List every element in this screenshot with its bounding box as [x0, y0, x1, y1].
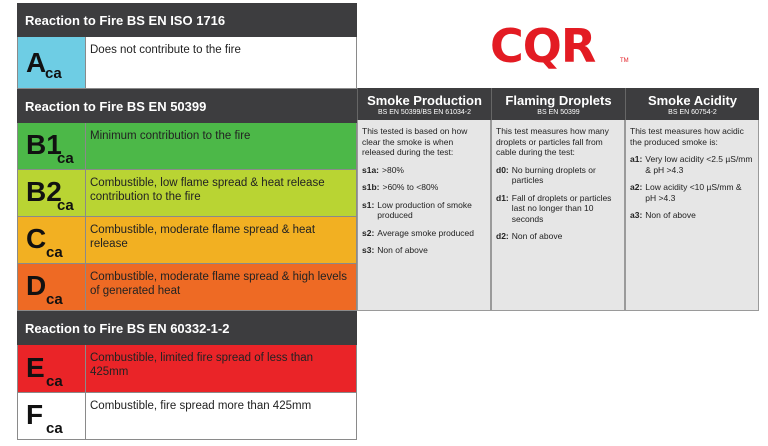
class-letter: C: [26, 223, 47, 254]
item-code: s1a:: [362, 164, 380, 175]
item-text: Very low acidity <2.5 µS/mm & pH >4.3: [645, 154, 753, 175]
class-row-a: A ca Does not contribute to the fire: [17, 37, 357, 89]
class-description: Combustible, low flame spread & heat rel…: [90, 177, 325, 203]
class-row-d: D ca Combustible, moderate flame spread …: [17, 264, 357, 311]
class-description: Does not contribute to the fire: [90, 44, 241, 56]
list-item: s2: Average smoke produced: [362, 228, 486, 239]
section-header-60332: Reaction to Fire BS EN 60332-1-2: [17, 311, 357, 345]
section-header-iso1716: Reaction to Fire BS EN ISO 1716: [17, 3, 357, 37]
class-subscript: ca: [46, 244, 63, 261]
list-item: d1: Fall of droplets or particles last no…: [496, 193, 620, 225]
class-subscript: ca: [57, 197, 74, 214]
item-text: Low production of smoke produced: [377, 199, 472, 221]
column-title: Smoke Acidity: [647, 93, 738, 108]
column-intro: This tested is based on how clear the sm…: [362, 126, 468, 157]
item-code: a2:: [630, 182, 643, 192]
class-row-b1: B1 ca Minimum contribution to the fire: [17, 123, 357, 170]
class-description: Combustible, moderate flame spread & hea…: [90, 224, 316, 250]
class-subscript: ca: [57, 150, 74, 167]
item-text: Non of above: [511, 231, 563, 241]
class-letter: E: [26, 352, 45, 383]
item-text: Non of above: [645, 210, 696, 220]
list-item: s1a: >80%: [362, 165, 486, 176]
list-item: d2: Non of above: [496, 231, 620, 242]
class-subscript: ca: [45, 65, 62, 82]
class-badge-f: F ca: [18, 393, 86, 439]
class-letter: F: [26, 399, 44, 430]
item-code: d2:: [496, 231, 509, 241]
class-description: Combustible, limited fire spread of less…: [90, 352, 314, 378]
column-standard: BS EN 60754-2: [668, 109, 717, 116]
class-badge-e: E ca: [18, 345, 86, 392]
column-body-smoke-production: This tested is based on how clear the sm…: [357, 120, 491, 311]
column-intro: This test measures how acidic the produc…: [630, 126, 744, 147]
class-description: Minimum contribution to the fire: [90, 130, 251, 142]
list-item: a1: Very low acidity <2.5 µS/mm & pH >4.3: [630, 154, 754, 175]
item-text: Low acidity <10 µS/mm & pH >4.3: [645, 182, 742, 203]
class-row-f: F ca Combustible, fire spread more than …: [17, 393, 357, 440]
class-letter: D: [26, 270, 47, 301]
logo-trademark: TM: [620, 58, 629, 64]
item-code: s1b:: [362, 182, 380, 192]
column-title: Smoke Production: [367, 93, 482, 108]
item-text: Average smoke produced: [377, 227, 475, 238]
item-code: s2:: [362, 227, 375, 238]
list-item: s3: Non of above: [362, 245, 486, 256]
column-standard: BS EN 50399/BS EN 61034-2: [377, 109, 471, 116]
item-text: Fall of droplets or particles last no lo…: [511, 192, 612, 224]
class-row-c: C ca Combustible, moderate flame spread …: [17, 217, 357, 264]
class-letter: A: [26, 47, 47, 78]
class-badge-b1: B1 ca: [18, 123, 86, 169]
item-text: Non of above: [377, 245, 428, 255]
item-text: No burning droplets or particles: [511, 164, 596, 186]
logo-text: CQR: [490, 19, 596, 73]
column-title: Flaming Droplets: [505, 93, 612, 108]
list-item: a2: Low acidity <10 µS/mm & pH >4.3: [630, 182, 754, 203]
item-code: s1:: [362, 199, 375, 210]
column-body-smoke-acidity: This test measures how acidic the produc…: [625, 120, 759, 311]
section-header-50399: Reaction to Fire BS EN 50399: [17, 89, 357, 123]
item-code: a1:: [630, 154, 643, 164]
class-letter: B2: [26, 176, 62, 207]
class-badge-a: A ca: [18, 37, 86, 88]
class-badge-d: D ca: [18, 264, 86, 310]
class-description: Combustible, fire spread more than 425mm: [90, 400, 312, 412]
list-item: a3: Non of above: [630, 210, 754, 221]
class-badge-b2: B2 ca: [18, 170, 86, 216]
list-item: s1b: >60% to <80%: [362, 182, 486, 193]
item-code: a3:: [630, 210, 643, 220]
item-code: d1:: [496, 192, 509, 203]
list-item: s1: Low production of smoke produced: [362, 200, 486, 221]
class-row-b2: B2 ca Combustible, low flame spread & he…: [17, 170, 357, 217]
column-header-smoke-acidity: Smoke Acidity BS EN 60754-2: [625, 88, 759, 120]
cqr-logo: CQR TM: [490, 22, 630, 70]
list-item: d0: No burning droplets or particles: [496, 165, 620, 186]
item-code: d0:: [496, 164, 509, 175]
column-header-smoke-production: Smoke Production BS EN 50399/BS EN 61034…: [357, 88, 491, 120]
class-subscript: ca: [46, 420, 63, 437]
class-letter: B1: [26, 129, 62, 160]
class-row-e: E ca Combustible, limited fire spread of…: [17, 345, 357, 393]
class-subscript: ca: [46, 291, 63, 308]
class-description: Combustible, moderate flame spread & hig…: [90, 271, 347, 297]
class-subscript: ca: [46, 373, 63, 390]
column-body-flaming-droplets: This test measures how many droplets or …: [491, 120, 625, 311]
column-standard: BS EN 50399: [537, 109, 580, 116]
column-header-flaming-droplets: Flaming Droplets BS EN 50399: [491, 88, 625, 120]
column-intro: This test measures how many droplets or …: [496, 126, 609, 157]
item-text: >80%: [382, 164, 404, 175]
item-text: >60% to <80%: [382, 182, 439, 192]
item-code: s3:: [362, 245, 375, 255]
class-badge-c: C ca: [18, 217, 86, 263]
